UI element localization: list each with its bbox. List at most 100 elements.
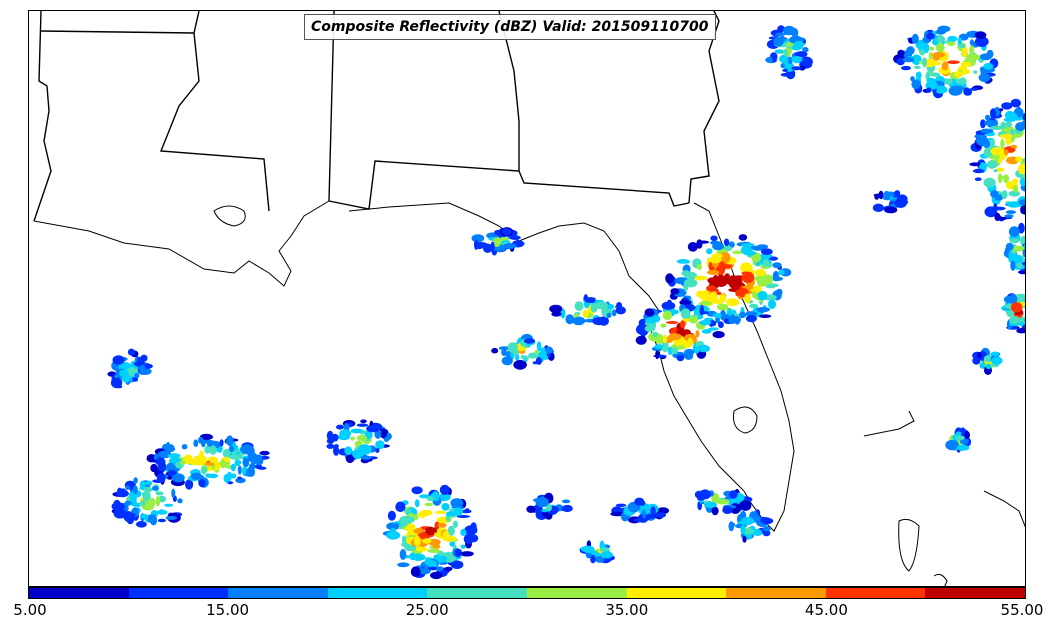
radar-echo (802, 47, 809, 53)
radar-echo (929, 72, 941, 77)
radar-echo (515, 354, 520, 361)
radar-echo (507, 342, 519, 353)
radar-echo (430, 571, 443, 580)
radar-echo (179, 460, 186, 465)
radar-echo (743, 528, 755, 535)
radar-echo (356, 435, 368, 441)
radar-echo (467, 534, 479, 543)
radar-echo (1008, 190, 1021, 197)
radar-echo (941, 61, 949, 71)
radar-echo (755, 268, 766, 278)
radar-echo (536, 341, 542, 352)
radar-echo (661, 341, 669, 353)
radar-echo (697, 240, 710, 244)
radar-echo (350, 436, 355, 441)
radar-echo (738, 234, 748, 241)
radar-echo (595, 556, 605, 563)
radar-echo (772, 270, 780, 282)
radar-echo (1020, 235, 1025, 247)
radar-echo (222, 448, 232, 458)
radar-echo (124, 500, 132, 506)
radar-echo (974, 31, 987, 39)
radar-echo (513, 359, 527, 370)
radar-echo (439, 484, 450, 495)
radar-echo (884, 195, 891, 200)
colorbar (28, 587, 1026, 599)
radar-echo (998, 157, 1003, 163)
radar-echo (1022, 261, 1025, 266)
radar-echo (986, 49, 994, 59)
radar-echo (144, 487, 154, 492)
radar-echo (130, 499, 137, 507)
radar-echo (763, 526, 771, 532)
radar-echo (172, 473, 185, 483)
radar-echo (788, 56, 793, 65)
radar-echo (741, 516, 755, 526)
radar-echo (402, 535, 407, 545)
radar-echo (528, 352, 539, 359)
radar-echoes (107, 25, 1025, 580)
radar-echo (121, 373, 131, 383)
radar-echo (635, 335, 647, 345)
radar-echo (684, 278, 698, 288)
radar-echo (1022, 248, 1025, 258)
radar-echo (366, 424, 381, 433)
radar-echo (611, 309, 617, 317)
radar-echo (723, 238, 730, 247)
radar-echo (350, 428, 363, 434)
radar-echo (1012, 178, 1019, 184)
radar-echo (720, 264, 733, 269)
radar-echo (1022, 113, 1025, 121)
radar-echo (960, 61, 972, 67)
radar-echo (397, 562, 410, 568)
radar-echo (545, 503, 552, 512)
radar-echo (650, 506, 656, 517)
radar-echo (541, 508, 548, 513)
radar-echo (978, 73, 991, 83)
radar-echo (451, 562, 459, 569)
radar-echo (926, 32, 935, 40)
radar-echo (897, 49, 905, 57)
radar-echo (470, 522, 477, 532)
radar-echo (590, 555, 596, 564)
radar-echo (783, 25, 796, 36)
radar-echo (428, 566, 438, 571)
radar-echo (929, 66, 934, 73)
radar-echo (1010, 260, 1016, 271)
radar-echo (450, 498, 464, 508)
radar-echo (1018, 199, 1025, 206)
radar-echo (1021, 204, 1025, 215)
radar-echo (1022, 157, 1025, 162)
radar-echo (772, 53, 777, 63)
radar-echo (732, 250, 744, 255)
radar-echo (662, 310, 673, 321)
radar-echo (712, 242, 724, 251)
radar-echo (229, 445, 235, 453)
radar-echo (974, 177, 982, 181)
radar-echo (167, 453, 181, 459)
radar-echo (980, 119, 986, 129)
radar-echo (926, 87, 932, 93)
radar-echo (573, 313, 580, 318)
radar-echo (1015, 156, 1023, 162)
radar-echo (226, 435, 234, 447)
radar-echo (969, 44, 975, 56)
radar-echo (413, 529, 424, 533)
radar-echo (704, 501, 717, 508)
radar-echo (1003, 117, 1016, 122)
state-borders (33, 11, 720, 222)
radar-echo (227, 471, 232, 481)
radar-echo (780, 72, 791, 77)
radar-echo (1010, 98, 1021, 108)
radar-echo (969, 162, 981, 167)
radar-echo (565, 314, 575, 325)
radar-echo (744, 293, 751, 304)
radar-echo (969, 87, 979, 91)
radar-echo (583, 548, 596, 554)
radar-echo (934, 85, 948, 94)
radar-echo (1003, 149, 1009, 156)
radar-echo (1012, 185, 1019, 193)
radar-echo (424, 502, 434, 507)
radar-echo (139, 480, 146, 490)
radar-echo (198, 436, 204, 444)
